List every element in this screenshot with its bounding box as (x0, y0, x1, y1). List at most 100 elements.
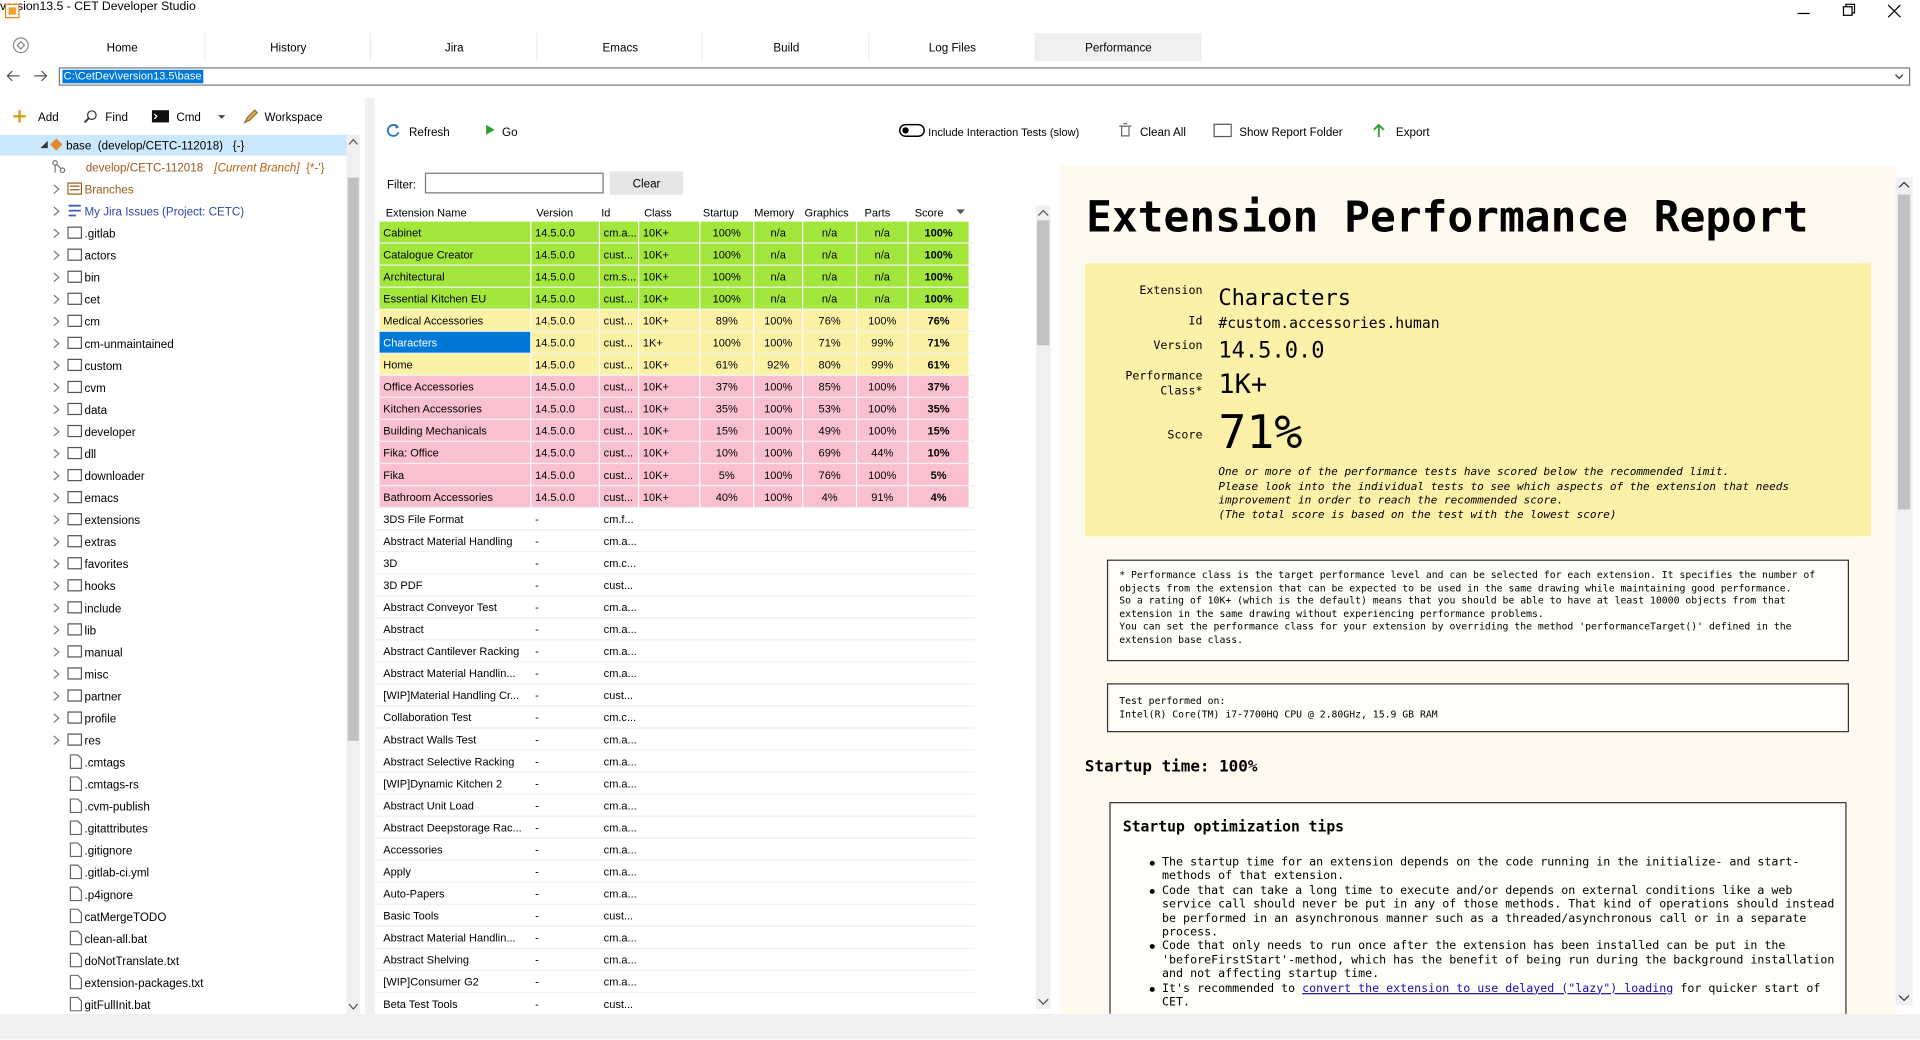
close-button[interactable] (1886, 4, 1903, 19)
scroll-down[interactable] (1037, 997, 1049, 1007)
tree-item[interactable]: lib (0, 620, 347, 641)
tree-item[interactable]: cvm (0, 377, 347, 398)
tree-item[interactable]: .p4ignore (0, 884, 347, 905)
tree-item[interactable]: clean-all.bat (0, 928, 347, 949)
back-button[interactable] (5, 69, 22, 84)
table-row[interactable]: Apply - cm.a... (374, 861, 975, 883)
column-header[interactable]: Graphics (804, 206, 849, 220)
minimize-button[interactable] (1795, 5, 1812, 20)
tab[interactable]: Build (703, 33, 870, 62)
tree-item[interactable]: include (0, 598, 347, 619)
scroll-down[interactable] (348, 1002, 359, 1012)
toolbar-button[interactable]: Refresh (408, 126, 450, 140)
address-bar[interactable]: C:\CetDev\version13.5\base (58, 67, 1911, 86)
tree-item[interactable]: .gitattributes (0, 818, 347, 839)
scroll-up[interactable] (1037, 208, 1049, 218)
tree-item[interactable]: .gitlab-ci.yml (0, 862, 347, 883)
tree-item[interactable]: favorites (0, 553, 347, 574)
cmd-dropdown[interactable] (216, 113, 228, 123)
table-row[interactable]: Kitchen Accessories 14.5.0.0 cust... 10K+ 35… (374, 397, 975, 421)
tab[interactable]: Performance (1035, 33, 1202, 62)
tab[interactable]: Emacs (537, 33, 704, 62)
table-row[interactable]: Beta Test Tools - cust... (375, 993, 975, 1014)
table-row[interactable]: Abstract Material Handling - cm.a... (374, 530, 975, 553)
tree-item[interactable]: custom (0, 355, 347, 376)
column-header[interactable]: Version (536, 206, 574, 220)
tree-scrollbar[interactable] (346, 134, 361, 1014)
scroll-thumb[interactable] (1037, 220, 1050, 346)
clear-button[interactable]: Clear (609, 171, 684, 195)
tree-item[interactable]: .gitignore (0, 840, 347, 861)
tree-item[interactable]: emacs (0, 487, 347, 508)
toolbar-button[interactable]: Show Report Folder (1239, 126, 1343, 140)
table-row[interactable]: Abstract Cantilever Racking - cm.a... (374, 640, 975, 663)
table-row[interactable]: Abstract Unit Load - cm.a... (374, 795, 975, 817)
tree-item[interactable]: misc (0, 664, 347, 685)
export-icon[interactable] (1371, 122, 1389, 138)
tip-link[interactable]: convert the extension to use delayed ("l… (1302, 981, 1674, 996)
tree-item[interactable]: downloader (0, 465, 347, 486)
tree-item[interactable]: catMergeTODO (0, 906, 347, 927)
maximize-button[interactable] (1839, 3, 1856, 19)
toolbar-button[interactable]: Include Interaction Tests (slow) (928, 126, 1080, 139)
table-row[interactable]: Abstract - cm.a... (374, 618, 975, 641)
tab[interactable]: Log Files (869, 33, 1036, 62)
tree-item[interactable]: manual (0, 642, 347, 663)
table-row[interactable]: Abstract Deepstorage Rac... - cm.a... (374, 817, 975, 839)
clean-all-icon[interactable] (1117, 122, 1135, 138)
table-row[interactable]: 3D - cm.c... (374, 552, 975, 575)
table-row[interactable]: 3DS File Format - cm.f... (374, 508, 975, 531)
go-icon[interactable] (482, 122, 500, 138)
table-row[interactable]: Accessories - cm.a... (374, 839, 975, 861)
tree-item[interactable]: developer (0, 421, 347, 442)
tree-item[interactable]: dll (0, 443, 347, 464)
toggle-switch[interactable] (898, 123, 926, 137)
table-row[interactable]: Catalogue Creator 14.5.0.0 cust... 10K+ 100%… (374, 243, 975, 266)
table-row[interactable]: Fika 14.5.0.0 cust... 10K+ 5% 100% 76% 100% 5% (374, 464, 975, 487)
table-row[interactable]: Essential Kitchen EU 14.5.0.0 cust... 10K+ 1… (374, 287, 975, 310)
report-scrollbar[interactable] (1895, 177, 1913, 1006)
tree-item[interactable]: actors (0, 245, 347, 266)
show-report-folder-icon[interactable] (1213, 122, 1232, 138)
tab[interactable]: Jira (371, 33, 538, 62)
scroll-up[interactable] (1898, 180, 1910, 190)
forward-button[interactable] (32, 69, 49, 84)
table-row[interactable]: Auto-Papers - cm.a... (374, 883, 975, 905)
column-header[interactable]: Startup (702, 206, 739, 220)
tree-item[interactable]: doNotTranslate.txt (0, 950, 347, 971)
filter-input[interactable] (424, 172, 604, 194)
table-row[interactable]: [WIP]Material Handling Cr... - cust... (374, 684, 975, 707)
table-row[interactable]: Building Mechanicals 14.5.0.0 cust... 10K+ 1… (374, 420, 975, 443)
address-dropdown[interactable] (1892, 71, 1907, 83)
tree-item[interactable]: Branches (0, 179, 347, 200)
column-header[interactable]: Score (914, 206, 944, 220)
tree-item[interactable]: extension-packages.txt (0, 972, 347, 993)
column-header[interactable]: Parts (864, 206, 891, 220)
table-row[interactable]: Abstract Walls Test - cm.a... (374, 729, 975, 751)
tree-item[interactable]: base (develop/CETC-112018) {-} (0, 134, 347, 156)
workspace-icon[interactable] (242, 109, 260, 124)
table-row[interactable]: Bathroom Accessories 14.5.0.0 cust... 10K+ 4… (374, 486, 975, 509)
scroll-thumb[interactable] (347, 177, 359, 741)
table-row[interactable]: Abstract Material Handlin... - cm.a... (374, 662, 975, 685)
tree-item[interactable]: My Jira Issues (Project: CETC) (0, 201, 347, 222)
toolbar-button[interactable]: Go (502, 126, 518, 140)
tree-item[interactable]: cet (0, 289, 347, 310)
scroll-up[interactable] (348, 137, 359, 147)
table-row[interactable]: Abstract Selective Racking - cm.a... (374, 751, 975, 773)
toolbar-button[interactable]: Find (105, 111, 128, 125)
table-row[interactable]: Abstract Shelving - cm.a... (374, 949, 975, 972)
table-row[interactable]: Characters 14.5.0.0 cust... 1K+ 100% 100% 71% 9… (374, 331, 975, 354)
column-header[interactable]: Class (644, 206, 672, 220)
table-row[interactable]: [WIP]Consumer G2 - cm.a... (374, 971, 975, 994)
tree-item[interactable]: hooks (0, 576, 347, 597)
toolbar-button[interactable]: Add (37, 111, 59, 125)
tree-item[interactable]: .gitlab (0, 223, 347, 244)
column-header[interactable]: Memory (754, 206, 795, 220)
column-header[interactable]: Id (601, 206, 611, 220)
table-row[interactable]: Architectural 14.5.0.0 cm.s... 10K+ 100% n/a n… (374, 265, 975, 288)
tree-item[interactable]: profile (0, 708, 347, 729)
tree-item[interactable]: .cmtags-rs (0, 774, 347, 795)
tree-item[interactable]: cm-unmaintained (0, 333, 347, 354)
table-row[interactable]: 3D PDF - cust... (374, 574, 975, 597)
